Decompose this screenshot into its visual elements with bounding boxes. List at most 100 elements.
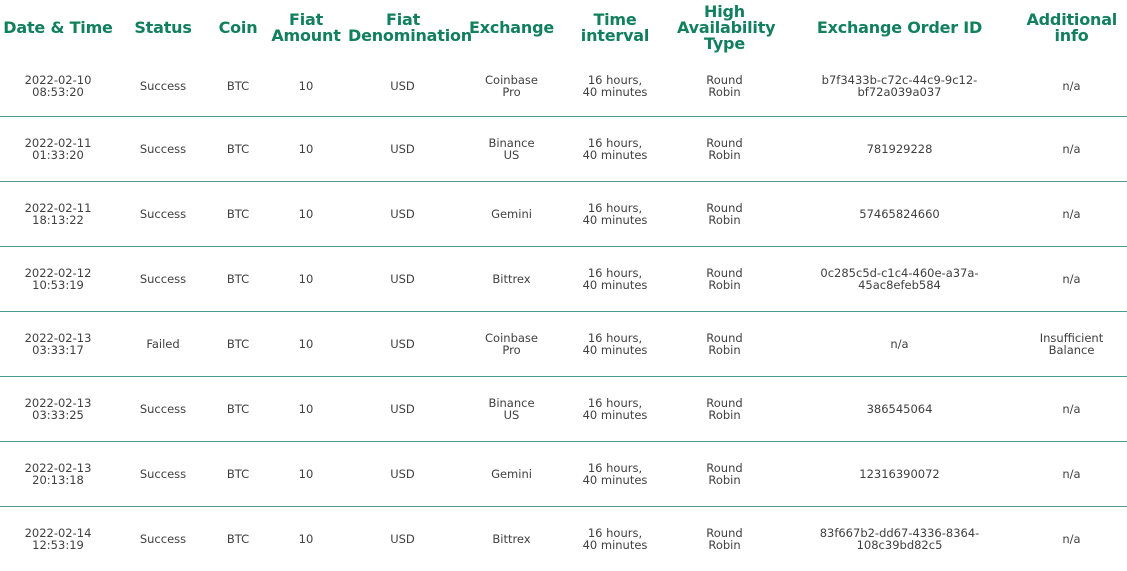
cell-status: Failed [116, 312, 210, 377]
ha-type-value: Round Robin [700, 462, 750, 486]
cell-status: Success [116, 507, 210, 571]
cell-coin: BTC [210, 507, 266, 571]
exchange-value: Bittrex [492, 533, 530, 545]
cell-status: Success [116, 182, 210, 247]
cell-status: Success [116, 117, 210, 182]
cell-ha-type: Round Robin [666, 377, 783, 442]
cell-fiat-denomination: USD [346, 247, 459, 312]
time-interval-value: 16 hours, 40 minutes [580, 267, 650, 291]
order-id-value: n/a [890, 338, 908, 350]
cell-additional-info: n/a [1016, 247, 1127, 312]
order-id-value: 0c285c5d-c1c4-460e-a37a-45ac8efeb584 [805, 267, 995, 291]
header-fiat-amount-label: Fiat Amount [271, 12, 341, 44]
ha-type-value: Round Robin [700, 202, 750, 226]
additional-info-value: n/a [1062, 208, 1080, 220]
cell-coin: BTC [210, 312, 266, 377]
cell-ha-type: Round Robin [666, 312, 783, 377]
exchange-value: Gemini [491, 468, 532, 480]
header-exchange[interactable]: Exchange [459, 0, 564, 56]
additional-info-value: n/a [1062, 468, 1080, 480]
cell-fiat-amount: 10 [266, 442, 346, 507]
table-row: 2022-02-13 20:13:18 Success BTC 10 USD G… [0, 442, 1127, 507]
ha-type-value: Round Robin [700, 527, 750, 551]
exchange-value: Binance US [482, 137, 542, 161]
cell-fiat-denomination: USD [346, 117, 459, 182]
cell-fiat-denomination: USD [346, 377, 459, 442]
ha-type-value: Round Robin [700, 74, 750, 98]
cell-fiat-amount: 10 [266, 377, 346, 442]
cell-order-id: 386545064 [783, 377, 1016, 442]
cell-datetime: 2022-02-13 20:13:18 [0, 442, 116, 507]
cell-order-id: 781929228 [783, 117, 1016, 182]
table-row: 2022-02-10 08:53:20 Success BTC 10 USD C… [0, 56, 1127, 117]
cell-ha-type: Round Robin [666, 56, 783, 117]
cell-coin: BTC [210, 117, 266, 182]
cell-coin: BTC [210, 247, 266, 312]
header-ha-type-label: High Availability Type [677, 4, 772, 52]
cell-exchange: Binance US [459, 117, 564, 182]
header-ha-type[interactable]: High Availability Type [666, 0, 783, 56]
cell-fiat-amount: 10 [266, 312, 346, 377]
order-id-value: 781929228 [867, 143, 933, 155]
cell-additional-info: n/a [1016, 377, 1127, 442]
cell-fiat-amount: 10 [266, 117, 346, 182]
table-row: 2022-02-13 03:33:17 Failed BTC 10 USD Co… [0, 312, 1127, 377]
header-status[interactable]: Status [116, 0, 210, 56]
cell-fiat-denomination: USD [346, 182, 459, 247]
table-row: 2022-02-12 10:53:19 Success BTC 10 USD B… [0, 247, 1127, 312]
cell-time-interval: 16 hours, 40 minutes [564, 117, 666, 182]
additional-info-value: n/a [1062, 273, 1080, 285]
header-fiat-amount[interactable]: Fiat Amount [266, 0, 346, 56]
header-coin[interactable]: Coin [210, 0, 266, 56]
exchange-value: Bittrex [492, 273, 530, 285]
cell-time-interval: 16 hours, 40 minutes [564, 56, 666, 117]
datetime-value: 2022-02-11 01:33:20 [23, 137, 93, 161]
additional-info-value: n/a [1062, 533, 1080, 545]
time-interval-value: 16 hours, 40 minutes [580, 74, 650, 98]
exchange-value: Coinbase Pro [482, 74, 542, 98]
time-interval-value: 16 hours, 40 minutes [580, 202, 650, 226]
additional-info-value: n/a [1062, 80, 1080, 92]
datetime-value: 2022-02-10 08:53:20 [23, 74, 93, 98]
table-row: 2022-02-14 12:53:19 Success BTC 10 USD B… [0, 507, 1127, 571]
exchange-value: Binance US [482, 397, 542, 421]
ha-type-value: Round Robin [700, 137, 750, 161]
cell-status: Success [116, 442, 210, 507]
cell-time-interval: 16 hours, 40 minutes [564, 247, 666, 312]
cell-fiat-amount: 10 [266, 182, 346, 247]
order-id-value: 83f667b2-dd67-4336-8364-108c39bd82c5 [805, 527, 995, 551]
cell-order-id: 57465824660 [783, 182, 1016, 247]
cell-exchange: Coinbase Pro [459, 56, 564, 117]
header-time-interval[interactable]: Time interval [564, 0, 666, 56]
exchange-value: Coinbase Pro [482, 332, 542, 356]
time-interval-value: 16 hours, 40 minutes [580, 137, 650, 161]
order-id-value: b7f3433b-c72c-44c9-9c12-bf72a039a037 [805, 74, 995, 98]
cell-ha-type: Round Robin [666, 117, 783, 182]
cell-time-interval: 16 hours, 40 minutes [564, 442, 666, 507]
header-additional-info[interactable]: Additional info [1016, 0, 1127, 56]
header-order-id[interactable]: Exchange Order ID [783, 0, 1016, 56]
cell-fiat-denomination: USD [346, 312, 459, 377]
table-row: 2022-02-11 18:13:22 Success BTC 10 USD G… [0, 182, 1127, 247]
cell-datetime: 2022-02-13 03:33:25 [0, 377, 116, 442]
datetime-value: 2022-02-13 20:13:18 [23, 462, 93, 486]
table-row: 2022-02-13 03:33:25 Success BTC 10 USD B… [0, 377, 1127, 442]
cell-fiat-amount: 10 [266, 247, 346, 312]
cell-coin: BTC [210, 56, 266, 117]
cell-datetime: 2022-02-13 03:33:17 [0, 312, 116, 377]
additional-info-value: n/a [1062, 143, 1080, 155]
ha-type-value: Round Robin [700, 397, 750, 421]
cell-time-interval: 16 hours, 40 minutes [564, 182, 666, 247]
order-id-value: 386545064 [867, 403, 933, 415]
datetime-value: 2022-02-12 10:53:19 [23, 267, 93, 291]
header-row: Date & Time Status Coin Fiat Amount Fiat… [0, 0, 1127, 56]
cell-exchange: Bittrex [459, 507, 564, 571]
cell-datetime: 2022-02-10 08:53:20 [0, 56, 116, 117]
header-fiat-denomination[interactable]: Fiat Denomination [346, 0, 459, 56]
order-id-value: 57465824660 [859, 208, 939, 220]
datetime-value: 2022-02-14 12:53:19 [23, 527, 93, 551]
cell-additional-info: n/a [1016, 182, 1127, 247]
additional-info-value: n/a [1062, 403, 1080, 415]
header-datetime[interactable]: Date & Time [0, 0, 116, 56]
